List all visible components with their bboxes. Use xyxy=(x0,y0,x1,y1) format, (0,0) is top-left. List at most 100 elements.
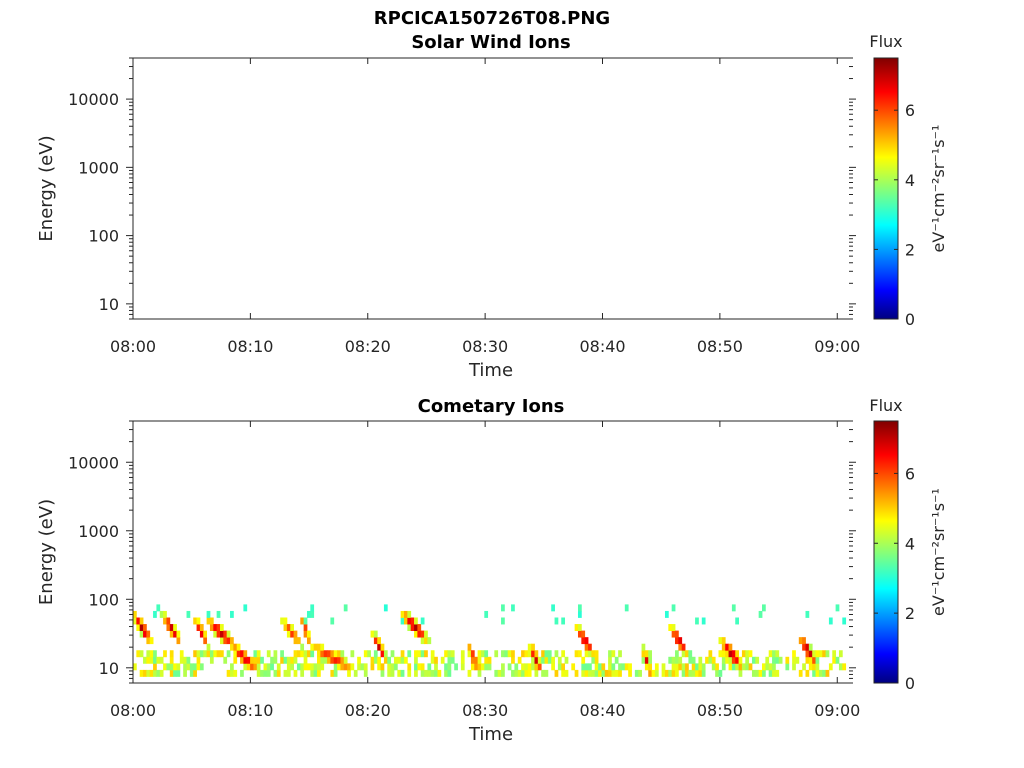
spectrogram-cell xyxy=(484,663,489,671)
spectrogram-cell xyxy=(671,669,676,677)
spectrogram-cell xyxy=(280,650,284,658)
spectrogram-cell xyxy=(209,656,214,664)
spectrogram-cell xyxy=(842,617,847,625)
spectrogram-cell xyxy=(798,669,803,677)
spectrogram-cell xyxy=(410,624,415,631)
x-tick-label: 08:00 xyxy=(110,701,156,720)
colorbar-tick-label: 0 xyxy=(905,674,915,693)
spectrogram-cell xyxy=(571,663,576,671)
spectrogram-cell xyxy=(310,643,315,651)
spectrogram-cell xyxy=(802,643,806,651)
spectrogram-cell xyxy=(454,663,458,671)
spectrogram-cell xyxy=(675,669,679,677)
spectrogram-cell xyxy=(370,656,375,664)
spectrogram-cell xyxy=(735,663,739,671)
spectrogram-cell xyxy=(407,624,412,631)
spectrogram-cell xyxy=(387,663,392,671)
spectrogram-cell xyxy=(377,663,381,671)
spectrogram-cell xyxy=(678,663,683,671)
spectrogram-cell xyxy=(447,656,452,664)
spectrogram-cell xyxy=(598,663,602,671)
x-tick-label: 08:50 xyxy=(697,337,743,356)
spectrogram-cell xyxy=(721,656,726,664)
spectrogram-cell xyxy=(805,656,810,664)
spectrogram-cell xyxy=(333,663,338,671)
spectrogram-cell xyxy=(487,663,492,671)
spectrogram-cell xyxy=(584,663,589,671)
spectrogram-cell xyxy=(808,643,813,651)
spectrogram-cell xyxy=(333,656,338,664)
spectrogram-cell xyxy=(243,663,248,671)
spectrogram-cell xyxy=(414,656,418,664)
spectrogram-cell xyxy=(283,669,288,677)
spectrogram-cell xyxy=(256,656,261,664)
spectrogram-cell xyxy=(417,650,422,658)
spectrogram-cell xyxy=(775,669,780,677)
spectrogram-cell xyxy=(591,656,596,664)
spectrogram-cell xyxy=(393,663,398,671)
spectrogram-cell xyxy=(648,663,652,671)
spectrogram-cell xyxy=(327,650,331,658)
spectrogram-cell xyxy=(547,656,552,664)
spectrogram-cell xyxy=(792,663,796,671)
spectrogram-cell xyxy=(838,663,843,671)
spectrogram-cell xyxy=(424,650,428,658)
spectrogram-cell xyxy=(805,650,810,658)
spectrogram-cell xyxy=(424,637,428,645)
spectrogram-cell xyxy=(139,650,144,658)
spectrogram-cell xyxy=(146,656,151,664)
spectrogram-cell xyxy=(715,669,719,677)
spectrogram-cell xyxy=(400,669,405,677)
spectrogram-cell xyxy=(584,669,589,677)
spectrogram-cell xyxy=(641,650,646,658)
spectrogram-cell xyxy=(420,669,425,677)
spectrogram-cell xyxy=(183,663,187,671)
spectrogram-cell xyxy=(153,610,157,618)
spectrogram-cell xyxy=(671,630,676,638)
spectrogram-cell xyxy=(373,630,378,638)
spectrogram-cell xyxy=(169,663,174,671)
spectrogram-cell xyxy=(173,663,177,671)
spectrogram-cell xyxy=(738,663,743,671)
y-tick-label: 10000 xyxy=(68,453,119,472)
spectrogram-cell xyxy=(678,643,683,651)
spectrogram-cell xyxy=(380,643,385,651)
spectrogram-cell xyxy=(320,656,325,664)
spectrogram-cell xyxy=(169,656,174,664)
spectrogram-cell xyxy=(223,630,228,638)
spectrogram-cell xyxy=(240,656,244,664)
spectrogram-cell xyxy=(169,624,174,631)
spectrogram-cell xyxy=(230,637,234,645)
spectrogram-cell xyxy=(708,656,713,664)
spectrogram-cell xyxy=(648,669,652,677)
spectrogram-cell xyxy=(159,656,164,664)
spectrogram-cell xyxy=(400,617,405,625)
spectrogram-cell xyxy=(404,656,408,664)
spectrogram-cell xyxy=(835,656,840,664)
spectrogram-cell xyxy=(511,604,515,612)
spectrogram-cell xyxy=(725,656,729,664)
spectrogram-cell xyxy=(407,650,412,658)
spectrogram-cell xyxy=(363,669,368,677)
spectrogram-cell xyxy=(293,637,298,645)
spectrogram-cell xyxy=(721,663,726,671)
x-tick-label: 08:40 xyxy=(579,701,625,720)
spectrogram-cell xyxy=(414,650,418,658)
spectrogram-cell xyxy=(400,656,405,664)
spectrogram-cell xyxy=(521,650,525,658)
spectrogram-cell xyxy=(136,617,141,625)
spectrogram-cell xyxy=(577,650,582,658)
spectrogram-cell xyxy=(323,656,328,664)
colorbar: 0 2 4 6 Flux eV⁻¹cm⁻²sr⁻¹s⁻¹ xyxy=(869,396,948,693)
spectrogram-cell xyxy=(189,669,194,677)
spectrogram-cell xyxy=(153,669,157,677)
spectrogram-cell xyxy=(745,656,750,664)
spectrogram-cell xyxy=(581,637,586,645)
spectrogram-cell xyxy=(778,656,783,664)
spectrogram-cell xyxy=(514,663,519,671)
spectrogram-cell xyxy=(387,669,392,677)
spectrogram-cell xyxy=(772,663,776,671)
spectrogram-cell xyxy=(337,656,341,664)
spectrogram-cell xyxy=(474,663,479,671)
spectrogram-cell xyxy=(293,630,298,638)
